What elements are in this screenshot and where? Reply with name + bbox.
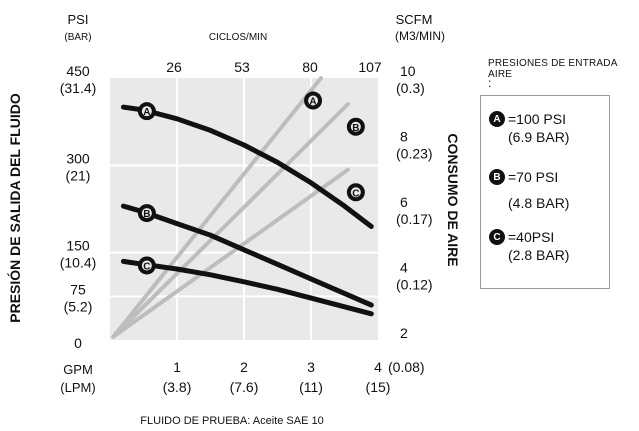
x-tick-label: 2: [240, 359, 248, 375]
air-curve-a: [111, 76, 323, 339]
bottom-axis-ticks: 1 (3.8) 2 (7.6) 3 (11) 4 (15): [163, 359, 391, 395]
top-axis-ticks: 26 53 80 107: [166, 59, 382, 75]
air-marker-b-inner: [350, 121, 361, 132]
left-axis-ticks: 450(31.4) 300(21) 150(10.4) 75(5.2): [60, 63, 97, 314]
left-tick-label: 75: [70, 281, 86, 297]
right-tick-label: 2: [400, 325, 408, 341]
top-tick-label: 107: [358, 59, 382, 75]
legend-colon: :: [488, 76, 492, 90]
left-tick-secondary-label: (5.2): [64, 298, 93, 314]
footer-note: FLUIDO DE PRUEBA: Aceite SAE 10: [140, 415, 323, 427]
air-curve-b: [111, 102, 350, 339]
left-tick-label: 450: [66, 63, 90, 79]
x-axis-label: GPM: [63, 362, 93, 377]
top-axis-label: CICLOS/MIN: [209, 32, 267, 43]
right-tick-secondary-label: (0.08): [388, 359, 425, 375]
air-marker-b-letter: B: [352, 123, 359, 134]
x-tick-secondary-label: (3.8): [163, 379, 192, 395]
x-zero-label: 0: [74, 335, 82, 351]
x-tick-secondary-label: (15): [366, 379, 391, 395]
left-tick-secondary-label: (10.4): [60, 255, 97, 271]
x-tick-label: 4: [374, 359, 382, 375]
x-tick-secondary-label: (11): [299, 379, 323, 395]
air-marker-c-inner: [350, 187, 361, 198]
legend-value: =70 PSI: [508, 169, 559, 185]
left-tick-secondary-label: (21): [66, 167, 91, 183]
air-marker-a-letter: A: [309, 97, 316, 108]
pressure-marker-a-inner: [141, 106, 152, 117]
legend-value: =40PSI: [508, 229, 555, 245]
legend-item-a: A =100 PSI (6.9 BAR): [489, 110, 569, 146]
pressure-marker-c-inner: [141, 260, 152, 271]
x-tick-label: 3: [307, 359, 315, 375]
right-axis-ticks: 10(0.3) 8(0.23) 6(0.17) 4(0.12) 2 (0.08): [388, 63, 433, 375]
x-tick-label: 1: [173, 359, 181, 375]
left-unit-label: PSI: [68, 12, 89, 27]
top-tick-label: 80: [302, 59, 318, 75]
air-marker-c-letter: C: [352, 188, 359, 199]
pressure-marker-b-letter: B: [143, 209, 150, 220]
air-curve-c: [111, 167, 350, 339]
right-tick-secondary-label: (0.12): [396, 277, 433, 293]
left-tick-label: 150: [66, 238, 90, 254]
marker-c-icon: C: [489, 229, 505, 245]
left-axis-title: PRESIÓN DE SALIDA DEL FLUIDO: [6, 93, 23, 323]
legend-sub: (2.8 BAR): [508, 247, 570, 263]
legend-sub: (4.8 BAR): [508, 195, 570, 211]
legend-title: PRESIONES DE ENTRADA AIRE: [488, 58, 618, 80]
air-marker-a-inner: [308, 95, 319, 106]
right-tick-label: 6: [400, 194, 408, 210]
curve-markers: A B C A B C: [137, 91, 365, 275]
top-tick-label: 26: [166, 59, 182, 75]
right-tick-secondary-label: (0.23): [396, 146, 433, 162]
marker-a-icon: A: [489, 111, 505, 127]
pressure-marker-c-letter: C: [143, 261, 150, 272]
legend-value: =100 PSI: [508, 111, 566, 127]
right-tick-secondary-label: (0.17): [396, 211, 433, 227]
right-tick-label: 10: [400, 63, 416, 79]
right-axis-title: CONSUMO DE AIRE: [445, 133, 461, 266]
right-tick-label: 8: [400, 129, 408, 145]
left-unit-secondary-label: (BAR): [64, 32, 91, 43]
pressure-marker-b-inner: [141, 208, 152, 219]
top-tick-label: 53: [234, 59, 250, 75]
x-axis-secondary-label: (LPM): [60, 380, 95, 395]
air-consumption-curves: [111, 76, 350, 339]
legend-sub: (6.9 BAR): [508, 129, 570, 145]
legend-item-b: B =70 PSI (4.8 BAR): [489, 168, 569, 212]
legend: A =100 PSI (6.9 BAR) B =70 PSI (4.8 BAR)…: [480, 95, 610, 289]
left-tick-label: 300: [66, 150, 90, 166]
pressure-marker-a-letter: A: [143, 107, 150, 118]
x-tick-secondary-label: (7.6): [230, 379, 259, 395]
right-unit-label: SCFM: [396, 12, 433, 27]
right-unit-secondary-label: (M3/MIN): [395, 29, 445, 43]
right-tick-label: 4: [400, 260, 408, 276]
legend-item-c: C =40PSI (2.8 BAR): [489, 228, 569, 264]
right-tick-secondary-label: (0.3): [396, 80, 425, 96]
left-tick-secondary-label: (31.4): [60, 80, 97, 96]
marker-b-icon: B: [489, 169, 505, 185]
